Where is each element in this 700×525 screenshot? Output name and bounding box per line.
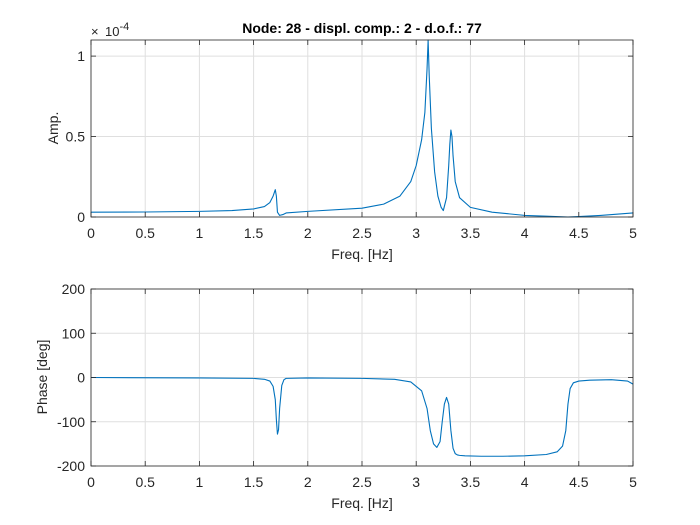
phase-x-tick-label: 2.5	[352, 474, 372, 490]
amplitude-x-tick-labels: 0 0.5 1 1.5 2 2.5 3 3.5 4 4.5 5	[87, 225, 637, 241]
amplitude-x-tick-label: 1.5	[244, 225, 264, 241]
amplitude-x-tick-label: 4	[521, 225, 529, 241]
phase-x-tick-label: 3	[412, 474, 420, 490]
phase-y-axis-label: Phase [deg]	[34, 340, 50, 415]
amplitude-x-tick-label: 0.5	[135, 225, 155, 241]
phase-x-tick-label: 1.5	[244, 474, 264, 490]
phase-y-tick-labels: -200 -100 0 100 200	[57, 281, 85, 474]
exponent-power: -4	[119, 21, 129, 33]
amplitude-x-tick-label: 5	[629, 225, 637, 241]
phase-x-tick-label: 4.5	[569, 474, 589, 490]
amplitude-y-axis-label: Amp.	[45, 112, 61, 145]
phase-y-tick-label: 200	[62, 281, 86, 297]
amplitude-y-tick-label: 0.5	[66, 129, 86, 145]
amplitude-x-tick-label: 1	[196, 225, 204, 241]
phase-x-tick-label: 0	[87, 474, 95, 490]
phase-y-tick-label: 100	[62, 325, 86, 341]
phase-y-tick-label: -200	[57, 458, 85, 474]
phase-x-tick-label: 0.5	[135, 474, 155, 490]
phase-x-tick-label: 2	[304, 474, 312, 490]
phase-tick-marks	[90, 288, 634, 467]
phase-x-tick-label: 3.5	[461, 474, 481, 490]
amplitude-y-tick-label: 0	[77, 209, 85, 225]
amplitude-x-tick-label: 3	[412, 225, 420, 241]
amplitude-y-tick-label: 1	[77, 48, 85, 64]
amplitude-x-tick-label: 4.5	[569, 225, 589, 241]
phase-plot: 0 0.5 1 1.5 2 2.5 3 3.5 4 4.5 5 -200 -100 0 100 200 Fr…	[34, 281, 637, 511]
phase-y-tick-label: -100	[57, 414, 85, 430]
exponent-times-sign: ×	[91, 24, 99, 39]
phase-x-tick-label: 5	[629, 474, 637, 490]
amplitude-y-exponent-label: 10-4	[105, 21, 129, 39]
amplitude-x-axis-label: Freq. [Hz]	[331, 246, 392, 262]
amplitude-x-tick-label: 3.5	[461, 225, 481, 241]
phase-x-axis-label: Freq. [Hz]	[331, 495, 392, 511]
phase-x-tick-label: 1	[196, 474, 204, 490]
exponent-base: 10	[105, 24, 119, 39]
phase-series-line	[90, 376, 634, 457]
amplitude-x-tick-label: 0	[87, 225, 95, 241]
amplitude-tick-marks	[90, 40, 634, 218]
phase-x-tick-label: 4	[521, 474, 529, 490]
amplitude-y-tick-labels: 00.51	[66, 48, 86, 225]
amplitude-x-tick-label: 2	[304, 225, 312, 241]
amplitude-chart-title: Node: 28 - displ. comp.: 2 - d.o.f.: 77	[242, 20, 482, 36]
amplitude-x-tick-label: 2.5	[352, 225, 372, 241]
amplitude-series-line	[90, 39, 634, 218]
phase-x-tick-labels: 0 0.5 1 1.5 2 2.5 3 3.5 4 4.5 5	[87, 474, 637, 490]
phase-y-tick-label: 0	[77, 370, 85, 386]
amplitude-plot: 0 0.5 1 1.5 2 2.5 3 3.5 4 4.5 5 00.51 Node: 28 - d…	[45, 20, 637, 262]
